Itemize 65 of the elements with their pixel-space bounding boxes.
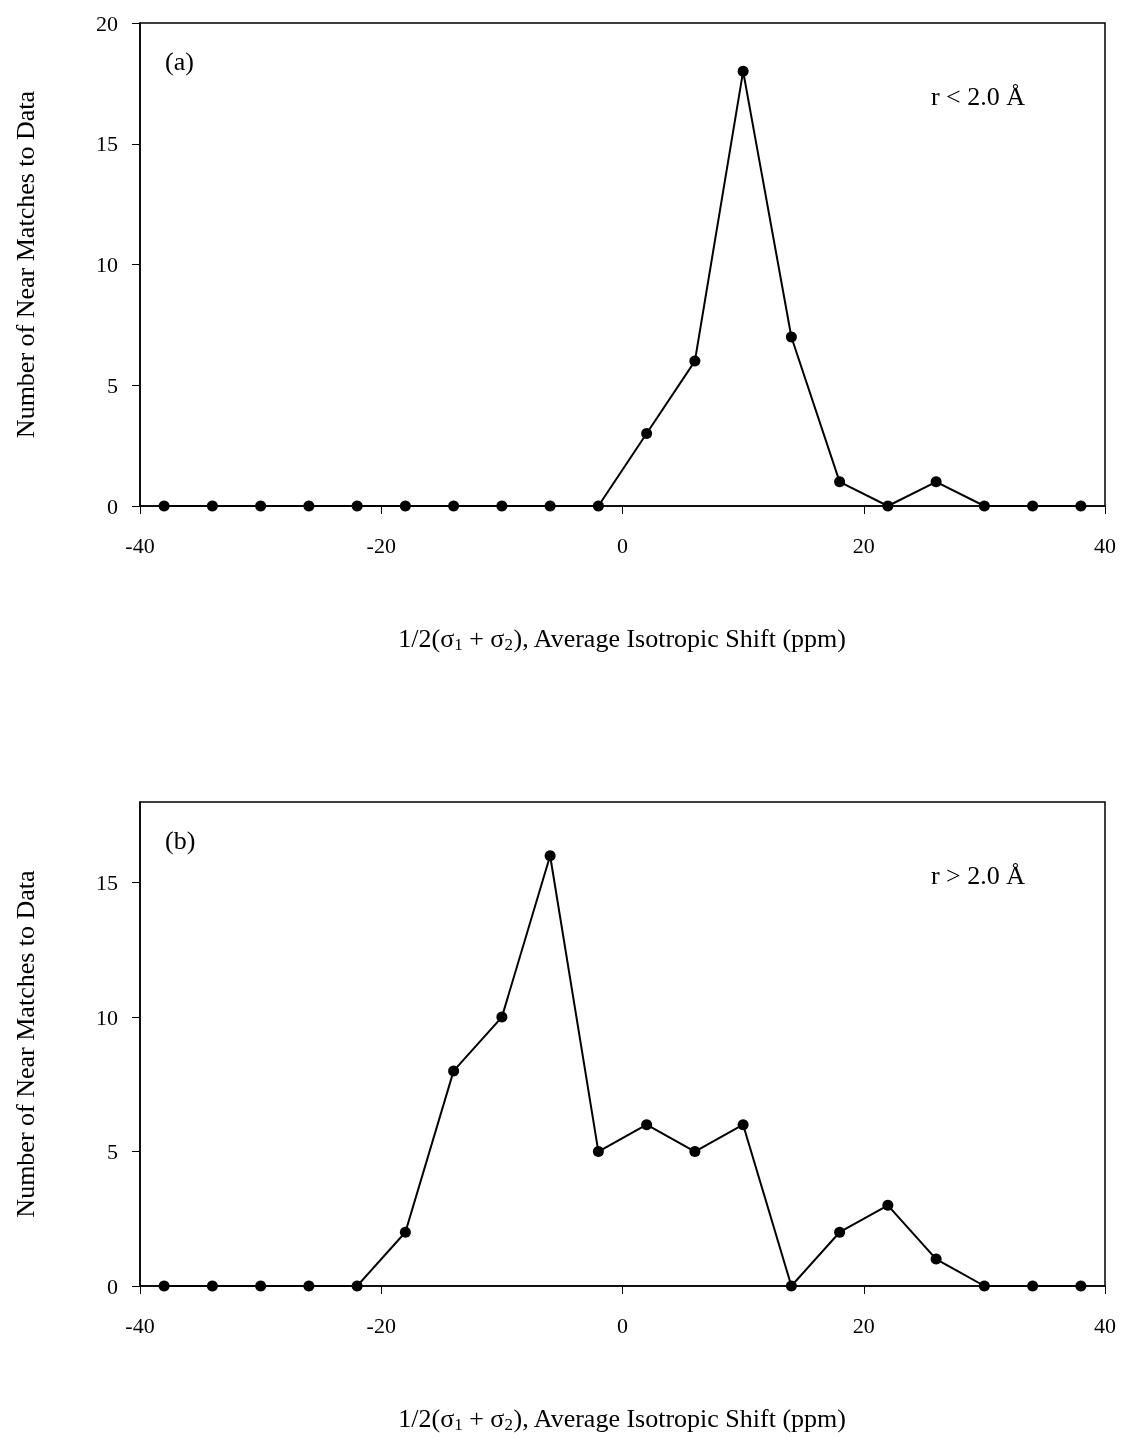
x-tick-label: 40	[1094, 1312, 1116, 1338]
annotation: r < 2.0 Å	[930, 81, 1026, 111]
y-tick-label: 0	[107, 1273, 118, 1299]
annotation: r > 2.0 Å	[930, 860, 1026, 890]
y-tick-label: 10	[96, 1004, 118, 1030]
y-tick-label: 10	[96, 252, 118, 277]
x-tick-label: -40	[125, 1312, 155, 1338]
x-tick-label: 0	[617, 1312, 628, 1338]
point	[978, 500, 990, 512]
point	[255, 1280, 267, 1292]
point	[448, 500, 460, 512]
point	[303, 500, 315, 512]
point	[930, 1253, 942, 1265]
point	[496, 1011, 508, 1023]
point	[1075, 1280, 1087, 1292]
point	[1027, 1280, 1039, 1292]
y-tick-label: 0	[107, 493, 118, 519]
point	[882, 1199, 894, 1211]
point	[351, 500, 363, 512]
point	[206, 500, 218, 512]
point	[641, 1119, 653, 1131]
x-tick-label: -20	[366, 532, 396, 558]
point	[592, 500, 604, 512]
point	[158, 1280, 170, 1292]
y-tick-label: 20	[96, 10, 118, 36]
point	[689, 355, 701, 367]
point	[544, 500, 556, 512]
point	[448, 1065, 460, 1077]
annotation: (a)	[165, 46, 194, 76]
point	[882, 500, 894, 512]
point	[592, 1146, 604, 1158]
point	[641, 428, 653, 440]
x-tick-label: -40	[125, 532, 155, 558]
x-tick-label: 20	[852, 532, 875, 558]
x-tick-label: 40	[1094, 532, 1116, 558]
point	[255, 500, 267, 512]
point	[737, 1119, 749, 1131]
point	[834, 1226, 846, 1238]
y-axis-title: Number of Near Matches to Data	[10, 869, 40, 1218]
point	[206, 1280, 218, 1292]
point	[303, 1280, 315, 1292]
point	[1027, 500, 1039, 512]
point	[930, 476, 942, 488]
point	[399, 500, 411, 512]
y-axis-title: Number of Near Matches to Data	[10, 90, 40, 439]
point	[785, 331, 797, 343]
y-tick-label: 5	[107, 372, 118, 398]
point	[737, 65, 749, 77]
x-tick-label: 0	[617, 532, 628, 558]
y-tick-label: 15	[96, 870, 118, 896]
x-tick-label: 20	[852, 1312, 875, 1338]
y-tick-label: 15	[96, 131, 118, 157]
x-tick-label: -20	[366, 1312, 396, 1338]
point	[351, 1280, 363, 1292]
point	[689, 1146, 701, 1158]
annotation: (b)	[165, 825, 196, 855]
point	[978, 1280, 990, 1292]
point	[834, 476, 846, 488]
y-tick-label: 5	[107, 1139, 118, 1165]
point	[1075, 500, 1087, 512]
point	[785, 1280, 797, 1292]
point	[544, 850, 556, 862]
point	[496, 500, 508, 512]
point	[399, 1226, 411, 1238]
point	[158, 500, 170, 512]
